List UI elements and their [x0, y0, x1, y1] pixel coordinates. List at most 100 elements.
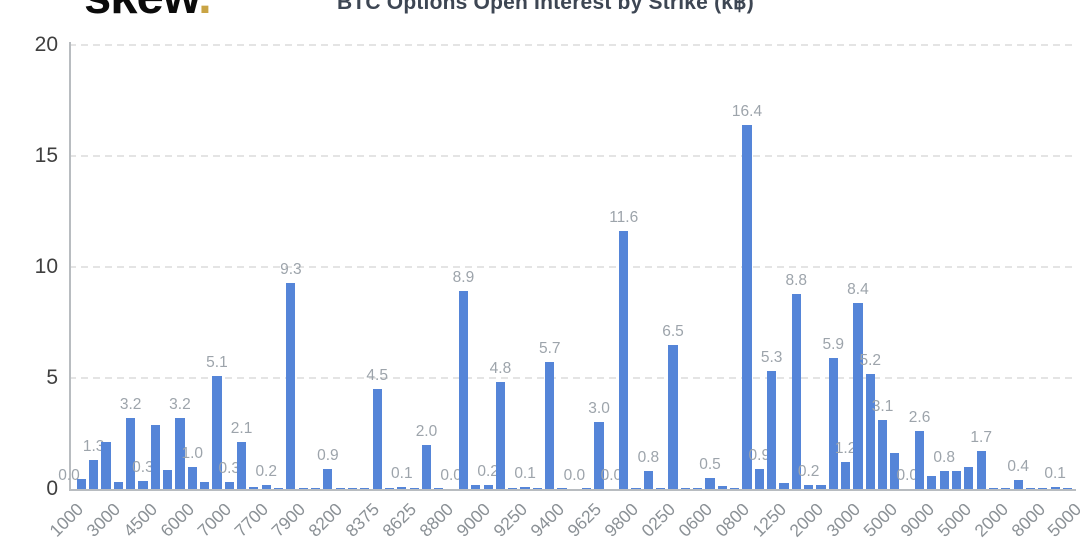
bar-value-label: 6.5	[662, 322, 684, 340]
bar	[372, 389, 382, 489]
bar	[705, 477, 715, 489]
bar	[680, 487, 690, 489]
bar	[890, 453, 900, 489]
bar	[545, 362, 555, 489]
bar	[730, 487, 740, 489]
bar	[582, 487, 592, 489]
bar	[532, 487, 542, 489]
bar-value-label: 0.0	[896, 467, 919, 484]
bar	[384, 487, 395, 489]
x-axis-line	[69, 489, 1076, 491]
gridline	[69, 155, 1076, 157]
bar-value-label: 1.7	[970, 429, 992, 447]
y-tick-label: 5	[46, 366, 58, 389]
bar	[138, 481, 148, 489]
bar	[126, 417, 136, 489]
gridline	[69, 377, 1076, 379]
bar-value-label: 0.0	[440, 467, 462, 484]
bar	[631, 487, 641, 489]
bar-value-label: 8.8	[785, 271, 808, 289]
bar	[397, 486, 407, 489]
bar-value-label: 2.0	[415, 422, 438, 440]
bar-value-label: 2.1	[230, 420, 253, 438]
bar	[791, 293, 801, 489]
bar-value-label: 8.9	[452, 269, 475, 287]
bar	[914, 431, 925, 489]
bar	[717, 485, 727, 489]
bar	[347, 487, 358, 489]
bar-value-label: 11.6	[609, 209, 639, 227]
bar-value-label: 0.0	[563, 467, 586, 484]
bar-value-label: 1.0	[181, 444, 204, 462]
bar	[212, 375, 222, 489]
chart-title: BTC Options Open Interest by Strike (k฿)	[337, 0, 754, 14]
bar	[594, 422, 604, 489]
bar-value-label: 0.1	[514, 464, 536, 482]
y-axis-line	[69, 42, 71, 489]
bar-value-label: 0.9	[317, 447, 339, 465]
y-tick-label: 10	[34, 255, 58, 278]
bar	[779, 483, 789, 489]
bar	[964, 466, 974, 489]
bar	[409, 487, 419, 489]
bar	[939, 471, 949, 489]
bar	[458, 291, 469, 489]
bar-value-label: 4.5	[366, 367, 388, 385]
bar	[804, 484, 814, 489]
bar-value-label: 5.1	[206, 353, 228, 371]
bar-value-label: 2.6	[908, 409, 931, 427]
bar-value-label: 0.8	[637, 449, 660, 467]
bar-value-label: 3.2	[119, 395, 142, 413]
bar-value-label: 0.0	[600, 467, 623, 484]
skew-logo: skew.	[84, 0, 212, 24]
bar	[298, 487, 308, 489]
bar-value-label: 5.7	[538, 340, 561, 358]
skew-logo-dot: .	[198, 0, 212, 24]
bar-value-label: 0.2	[797, 462, 820, 480]
bar-value-label: 0.9	[748, 447, 771, 465]
bar-value-label: 3.2	[169, 395, 191, 413]
bar	[656, 487, 666, 489]
bar-value-label: 0.1	[1044, 464, 1066, 482]
bar	[557, 487, 567, 489]
bar	[471, 484, 481, 489]
bar	[1001, 487, 1011, 489]
bar-value-label: 16.4	[731, 102, 763, 120]
bar	[619, 231, 629, 489]
bar	[742, 124, 752, 489]
bar	[286, 282, 296, 489]
bar	[508, 487, 518, 489]
bar	[828, 358, 838, 489]
bar	[199, 482, 210, 489]
bar-value-label: 0.8	[933, 449, 955, 467]
y-tick-label: 0	[46, 477, 58, 500]
bar	[767, 371, 777, 489]
bar-value-label: 0.5	[699, 455, 721, 473]
bar	[224, 482, 234, 489]
bar	[988, 487, 999, 489]
bar-value-label: 3.0	[588, 400, 610, 418]
bar-value-label: 8.4	[847, 280, 869, 298]
bar	[865, 373, 875, 489]
y-tick-label: 15	[34, 144, 58, 167]
bar	[236, 442, 247, 489]
bar	[89, 460, 99, 489]
bar-value-label: 0.3	[132, 459, 154, 477]
bar-value-label: 3.1	[871, 398, 894, 416]
bar	[434, 487, 444, 489]
bar	[150, 424, 160, 489]
bar	[1013, 480, 1023, 489]
bar	[495, 382, 506, 489]
bar	[113, 482, 123, 489]
bar	[360, 487, 370, 489]
bar	[1050, 486, 1060, 489]
bar-value-label: 1.3	[82, 438, 105, 456]
bar	[693, 487, 703, 489]
bar	[101, 442, 111, 489]
gridline	[69, 266, 1076, 268]
bar-value-label: 1.2	[834, 440, 857, 458]
bar	[841, 462, 851, 489]
y-tick-label: 20	[34, 33, 58, 56]
bar	[754, 469, 764, 489]
